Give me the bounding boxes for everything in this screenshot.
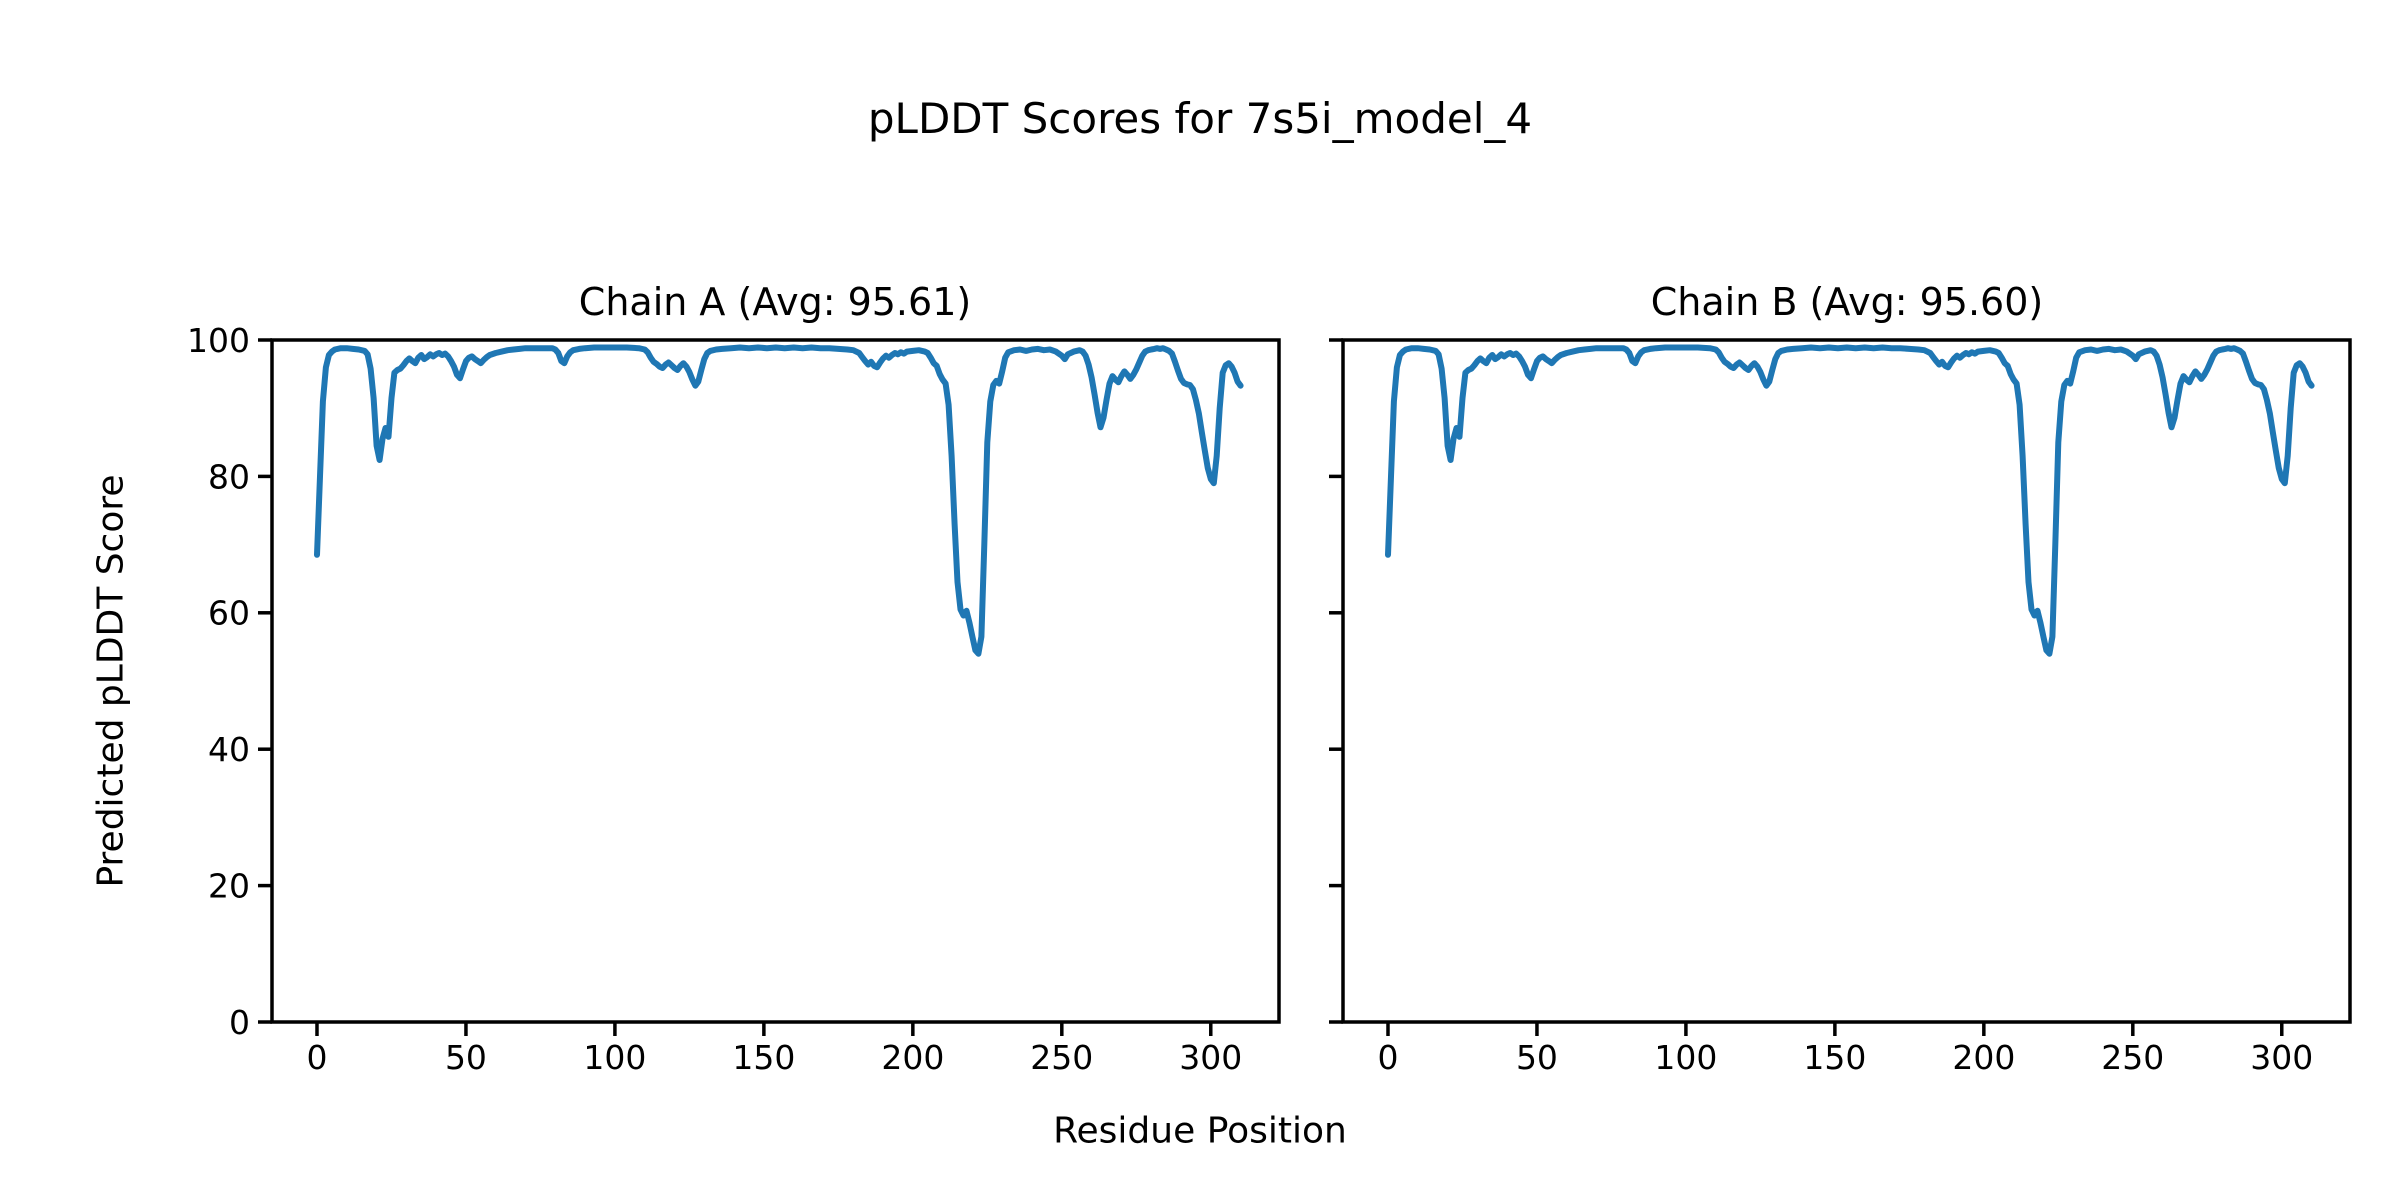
chain-b-subplot-title: Chain B (Avg: 95.60) xyxy=(1650,280,2044,324)
chain-a-y-tick-label: 40 xyxy=(208,730,250,769)
chain-a-plddt-line xyxy=(314,344,1244,657)
chain-b-x-tick-label: 200 xyxy=(1952,1038,2015,1077)
chain-b-x-tick-label: 0 xyxy=(1377,1038,1398,1077)
chain-b-x-tick-label: 300 xyxy=(2250,1038,2313,1077)
chain-a-y-tick-label: 60 xyxy=(208,594,250,633)
chain-b-plot-area xyxy=(1341,338,2352,1024)
chain-b-x-tick-label: 150 xyxy=(1803,1038,1866,1077)
chain-a-x-tick-label: 200 xyxy=(881,1038,944,1077)
chain-a-y-tick-label: 20 xyxy=(208,866,250,905)
chain-a-plot-area xyxy=(270,338,1281,1024)
chain-a-x-tick-label: 150 xyxy=(732,1038,795,1077)
chain-b-x-tick-label: 50 xyxy=(1516,1038,1558,1077)
chain-a-x-tick-label: 50 xyxy=(445,1038,487,1077)
chain-a-subplot-title: Chain A (Avg: 95.61) xyxy=(578,280,972,324)
chain-b-plddt-line xyxy=(1385,344,2315,657)
chain-b-x-tick-label: 100 xyxy=(1654,1038,1717,1077)
chain-a-y-tick-label: 100 xyxy=(187,321,250,360)
chain-a-x-tick-label: 300 xyxy=(1179,1038,1242,1077)
figure-title: pLDDT Scores for 7s5i_model_4 xyxy=(867,94,1533,143)
x-axis-label: Residue Position xyxy=(1053,1110,1347,1152)
chain-a-y-tick-label: 80 xyxy=(208,457,250,496)
chain-a-x-tick-label: 250 xyxy=(1030,1038,1093,1077)
chain-a-y-tick-label: 0 xyxy=(229,1003,250,1042)
chain-b-x-tick-label: 250 xyxy=(2101,1038,2164,1077)
chain-a-x-tick-label: 0 xyxy=(306,1038,327,1077)
chain-a-x-tick-label: 100 xyxy=(583,1038,646,1077)
